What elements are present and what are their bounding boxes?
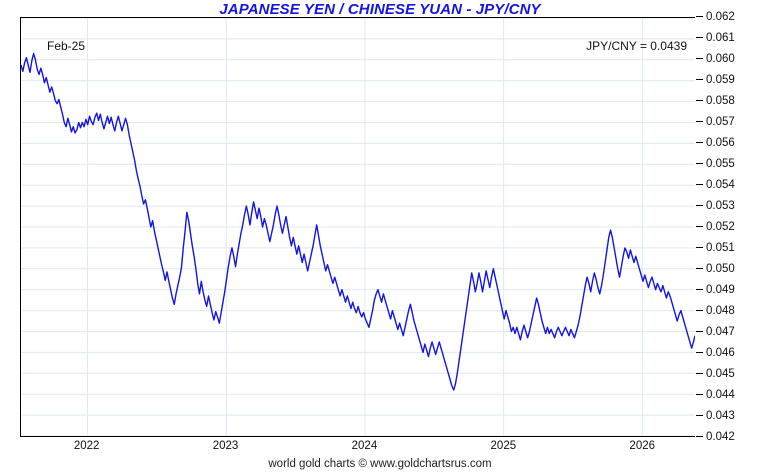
x-axis-tick-label: 2026 (629, 440, 656, 452)
y-axis-tick-label: 0.057 (696, 115, 735, 129)
y-axis-tick-label: 0.056 (696, 136, 735, 150)
y-axis-tick-mark (696, 100, 703, 102)
footer-credit: world gold charts © www.goldchartsrus.co… (268, 458, 492, 470)
y-axis-tick-mark (696, 163, 703, 165)
y-axis-tick-label: 0.046 (696, 346, 735, 360)
y-axis-tick-mark (696, 310, 703, 312)
x-axis-tick-label: 2025 (490, 440, 517, 452)
chart-title: JAPANESE YEN / CHINESE YUAN - JPY/CNY (219, 1, 541, 18)
y-axis-tick-label: 0.047 (696, 325, 735, 339)
y-axis-tick-label: 0.042 (696, 430, 735, 444)
x-axis-tick-label: 2023 (212, 440, 239, 452)
x-axis-tick-label: 2022 (73, 440, 100, 452)
y-axis-tick-label: 0.044 (696, 388, 735, 402)
y-axis-tick-label: 0.062 (696, 10, 735, 24)
y-axis-tick-mark (696, 352, 703, 354)
y-axis-tick-mark (696, 394, 703, 396)
y-axis-tick-label: 0.045 (696, 367, 735, 381)
y-axis-tick-mark (696, 184, 703, 186)
y-axis-tick-mark (696, 373, 703, 375)
y-axis-tick-label: 0.060 (696, 52, 735, 66)
date-badge: Feb-25 (47, 39, 86, 53)
y-axis-tick-mark (696, 415, 703, 417)
y-axis-tick-mark (696, 226, 703, 228)
series-lines (21, 54, 695, 390)
y-axis-tick-label: 0.061 (696, 31, 735, 45)
y-axis-tick-mark (696, 142, 703, 144)
y-axis-tick-mark (696, 79, 703, 81)
y-axis-tick-mark (696, 58, 703, 60)
plot-area: Feb-25 JPY/CNY = 0.0439 (20, 17, 695, 437)
x-axis: 2022 2023 2024 2025 2026 (0, 440, 760, 460)
y-axis-tick-label: 0.048 (696, 304, 735, 318)
y-axis-tick-mark (696, 247, 703, 249)
y-axis-tick-label: 0.053 (696, 199, 735, 213)
y-axis-tick-mark (696, 121, 703, 123)
y-axis-tick-label: 0.043 (696, 409, 735, 423)
y-axis-tick-label: 0.052 (696, 220, 735, 234)
y-axis-tick-mark (696, 205, 703, 207)
quote-badge: JPY/CNY = 0.0439 (586, 39, 687, 53)
y-axis-tick-mark (696, 268, 703, 270)
y-axis-tick-mark (696, 37, 703, 39)
y-axis-tick-mark (696, 331, 703, 333)
y-axis-tick-label: 0.058 (696, 94, 735, 108)
y-axis-tick-label: 0.055 (696, 157, 735, 171)
y-axis-tick-label: 0.051 (696, 241, 735, 255)
y-axis-tick-label: 0.054 (696, 178, 735, 192)
gridlines (21, 18, 695, 436)
plot-svg (21, 18, 695, 436)
y-axis-tick-mark (696, 436, 703, 438)
y-axis-tick-label: 0.050 (696, 262, 735, 276)
y-axis: 0.062 0.061 0.060 0.059 0.058 0.057 0.056 0.055… (696, 11, 760, 443)
y-axis-tick-mark (696, 289, 703, 291)
y-axis-tick-label: 0.059 (696, 73, 735, 87)
series-line (21, 54, 695, 390)
y-axis-tick-label: 0.049 (696, 283, 735, 297)
y-axis-tick-mark (696, 16, 703, 18)
x-axis-tick-label: 2024 (351, 440, 378, 452)
